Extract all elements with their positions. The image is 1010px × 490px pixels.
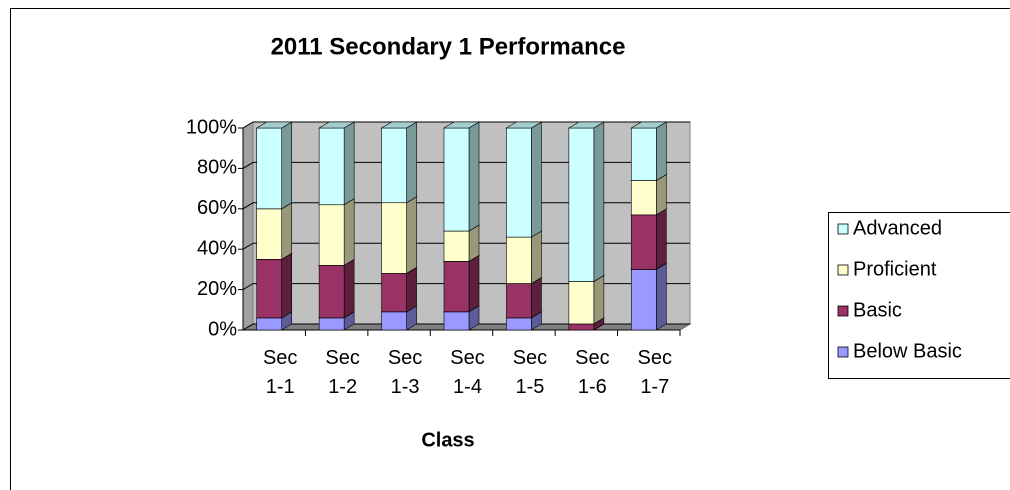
bar-side (655, 121, 667, 182)
x-tick-label: Sec 1-2 (325, 347, 360, 398)
y-tick-label: 60% (197, 197, 237, 219)
legend-swatch (837, 346, 849, 358)
bar-side (281, 252, 293, 319)
legend-label: Below Basic (853, 340, 962, 362)
bar-side (343, 198, 355, 266)
bar (506, 317, 532, 331)
bar-top (630, 121, 668, 129)
bar-side (281, 121, 293, 210)
bar (318, 204, 345, 266)
bar-top (505, 121, 543, 129)
x-axis-label: Class (421, 429, 474, 451)
bar (506, 236, 532, 284)
bar (318, 127, 345, 206)
bar (630, 214, 657, 270)
bar (256, 258, 283, 319)
bar (318, 317, 345, 331)
bar (630, 127, 657, 181)
bar-side (655, 208, 667, 270)
bar-side (281, 202, 293, 260)
bar (630, 269, 657, 331)
x-tick-label: Sec 1-4 (450, 347, 485, 398)
x-tick-label: Sec 1-3 (387, 347, 423, 398)
bar (256, 127, 283, 210)
bar (506, 127, 532, 238)
y-tick-label: 40% (197, 237, 237, 259)
bar-side (531, 121, 542, 238)
bar (381, 202, 407, 274)
bar (568, 127, 595, 282)
bar-side (531, 277, 542, 319)
legend-swatch (837, 305, 849, 317)
bar-top (380, 121, 418, 129)
y-tick-label: 80% (197, 157, 237, 179)
legend-label: Proficient (853, 258, 937, 280)
bar-side (593, 274, 605, 325)
bar (381, 273, 407, 313)
x-tick-label: Sec 1-6 (575, 347, 610, 398)
bar-side (343, 121, 355, 206)
x-tick-label: Sec 1-7 (637, 347, 673, 398)
y-tick-label: 0% (208, 318, 237, 340)
legend-label: Advanced (853, 217, 942, 239)
bar-top (255, 121, 293, 129)
legend-box (828, 212, 1010, 379)
grid-line (242, 323, 690, 331)
legend-swatch (837, 223, 849, 235)
grid-line (242, 161, 690, 169)
y-tick-label: 20% (197, 278, 237, 300)
side-wall (242, 121, 254, 331)
bar-side (655, 262, 667, 331)
grid-line (242, 242, 690, 250)
bar (318, 265, 345, 319)
grid-line (242, 283, 690, 291)
bar-top (567, 121, 605, 129)
bar (568, 281, 595, 325)
bar-side (468, 254, 480, 313)
bar-top (442, 121, 481, 129)
bar-side (468, 121, 480, 232)
x-tick-label: Sec 1-5 (512, 347, 548, 398)
bar (506, 283, 532, 319)
bar-side (593, 121, 605, 283)
y-tick-label: 100% (186, 116, 237, 138)
bar (443, 261, 470, 313)
legend-label: Basic (853, 299, 902, 321)
grid-line (242, 121, 690, 129)
bar-side (406, 196, 417, 274)
bar (381, 311, 407, 331)
bar-side (406, 266, 417, 313)
chart-title: 2011 Secondary 1 Performance (271, 33, 626, 60)
bar (256, 317, 283, 331)
bar-side (531, 230, 542, 285)
bar-side (655, 173, 667, 216)
bar-top (318, 121, 356, 129)
bar (568, 323, 595, 331)
bar (443, 230, 470, 262)
bar (630, 180, 657, 216)
bar (256, 208, 283, 260)
bar (381, 127, 407, 204)
bar (443, 127, 470, 232)
bar-side (343, 258, 355, 319)
x-tick-label: Sec 1-1 (262, 347, 298, 398)
bar (443, 311, 470, 331)
grid-line (242, 202, 690, 210)
legend-swatch (837, 264, 849, 276)
bar-side (406, 121, 417, 204)
